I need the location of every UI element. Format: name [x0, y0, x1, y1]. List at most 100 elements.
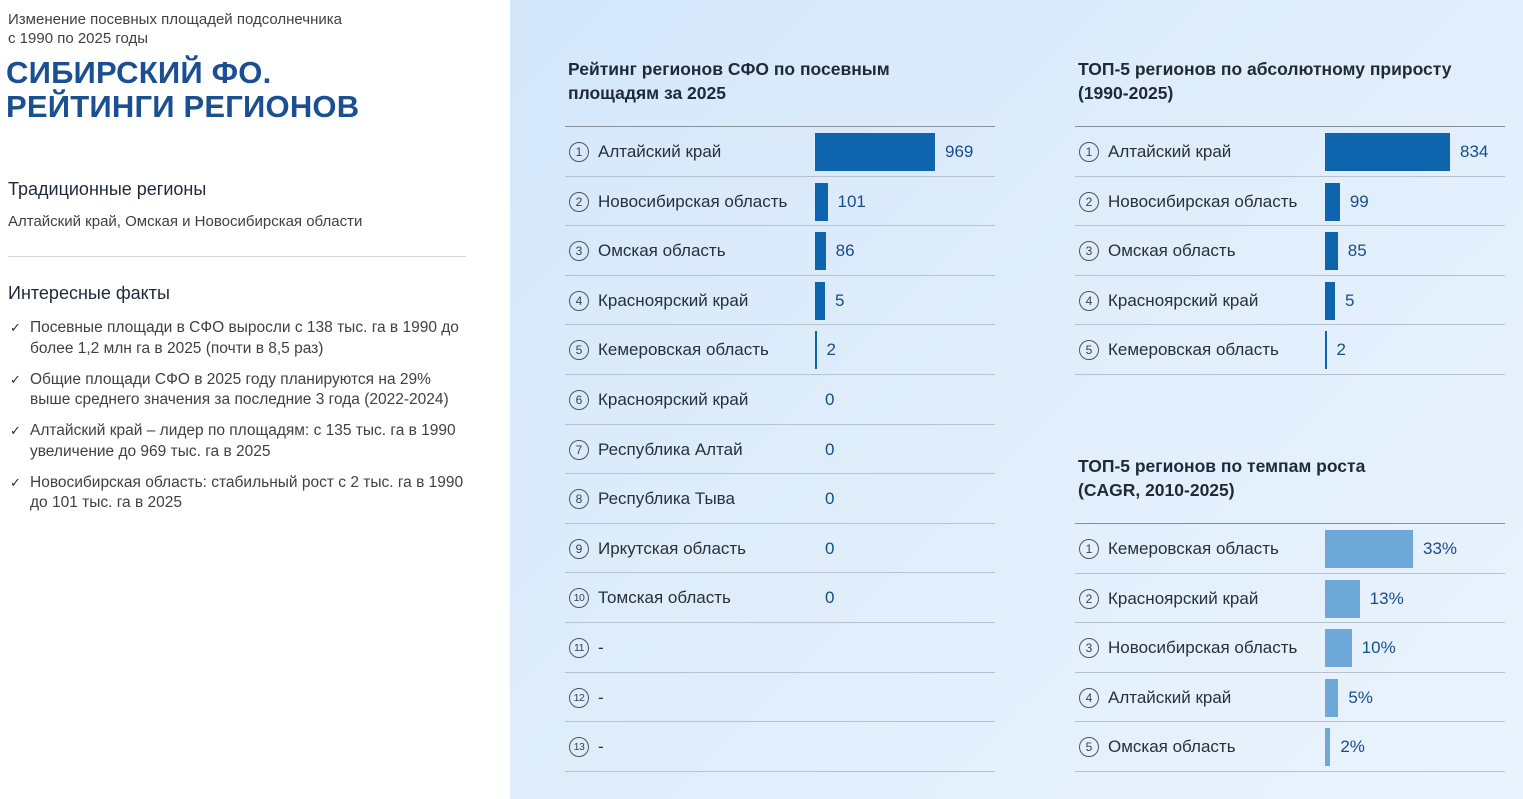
fact-text: Общие площади СФО в 2025 году планируютс… [30, 370, 449, 409]
chart-row: 7 Республика Алтай 0 [565, 425, 995, 475]
chart-title-line-1: Рейтинг регионов СФО по посевным [568, 59, 890, 79]
section-divider [8, 256, 466, 257]
fact-item: ✓ Общие площади СФО в 2025 году планируют… [8, 370, 464, 411]
left-panel: Изменение посевных площадей подсолнечник… [0, 0, 510, 799]
page-title: СИБИРСКИЙ ФО. РЕЙТИНГИ РЕГИОНОВ [6, 56, 486, 124]
rank-badge: 5 [1079, 340, 1099, 361]
category-label: Алтайский край [1108, 142, 1232, 161]
rank-badge: 10 [569, 588, 589, 609]
category-label: Новосибирская область [1108, 191, 1298, 211]
rank-badge: 1 [1079, 539, 1099, 559]
check-icon: ✓ [10, 423, 21, 438]
rank-badge: 5 [1079, 737, 1099, 758]
category-label: Красноярский край [598, 389, 749, 409]
check-icon: ✓ [10, 474, 21, 490]
bar [1325, 331, 1327, 370]
facts-list: ✓ Посевные площади в СФО выросли с 138 ты… [8, 318, 464, 524]
chart-row: 8 Республика Тыва 0 [565, 474, 995, 524]
chart-rows: 1 Алтайский край 834 2 Новосибирская область… [1075, 126, 1505, 375]
bar [815, 232, 826, 271]
chart-row: 5 Кемеровская область 2 [1075, 325, 1505, 375]
value-label: 2 [826, 340, 836, 360]
value-label: 86 [835, 241, 855, 261]
chart-row: 9 Иркутская область 0 [565, 524, 995, 574]
category-label: Кемеровская область [1108, 539, 1279, 558]
value-label: 13% [1369, 588, 1404, 608]
bar [815, 331, 817, 370]
rank-badge: 6 [569, 389, 589, 410]
bar [1325, 728, 1331, 767]
value-label: 2 [1336, 340, 1346, 360]
category-label: Алтайский край [1108, 687, 1232, 707]
category-label: Омская область [598, 241, 726, 261]
chart-title: ТОП-5 регионов по темпам роста (CAGR, 20… [1078, 454, 1365, 502]
title-line-2: РЕЙТИНГИ РЕГИОНОВ [6, 89, 360, 124]
chart-area-absolute-growth: ТОП-5 регионов по абсолютному приросту (… [1075, 57, 1505, 377]
chart-row: 4 Красноярский край 5 [1075, 276, 1505, 326]
chart-row: 2 Красноярский край 13% [1075, 574, 1505, 624]
rank-badge: 3 [1079, 638, 1099, 659]
chart-row: 1 Кемеровская область 33% [1075, 524, 1505, 574]
traditional-regions-heading: Традиционные регионы [8, 179, 207, 199]
rank-badge: 3 [569, 241, 589, 262]
chart-row: 5 Омская область 2% [1075, 722, 1505, 772]
rank-badge: 12 [569, 687, 589, 708]
page-subtitle: Изменение посевных площадей подсолнечник… [8, 10, 448, 48]
category-label: Омская область [1108, 737, 1236, 757]
fact-item: ✓ Посевные площади в СФО выросли с 138 ты… [8, 318, 464, 359]
fact-text: Новосибирская область: стабильный рост с… [30, 473, 464, 512]
check-icon: ✓ [10, 320, 21, 335]
chart-row: 13- [565, 722, 995, 772]
chart-title: ТОП-5 регионов по абсолютному приросту (… [1078, 57, 1452, 105]
category-label: Томская область [598, 588, 731, 608]
chart-row: 10 Томская область 0 [565, 573, 995, 623]
bar [1325, 579, 1360, 618]
fact-text: Посевные площади в СФО выросли с 138 тыс… [30, 319, 459, 357]
chart-row: 12- [565, 673, 995, 723]
bar [815, 182, 828, 221]
chart-row: 4 Алтайский край 5% [1075, 673, 1505, 723]
category-label: - [598, 737, 604, 757]
rank-badge: 1 [569, 142, 589, 162]
category-label: Красноярский край [1108, 588, 1259, 608]
bar [815, 133, 935, 171]
rank-badge: 3 [1079, 241, 1099, 262]
chart-title: Рейтинг регионов СФО по посевным площадя… [568, 57, 890, 105]
value-label: 5 [835, 290, 845, 310]
value-label: 0 [825, 489, 835, 509]
rank-badge: 9 [569, 538, 589, 559]
chart-rows: 1 Алтайский край 969 2 Новосибирская область… [565, 126, 995, 772]
category-label: Красноярский край [1108, 290, 1259, 310]
value-label: 33% [1423, 539, 1458, 558]
bar [1325, 629, 1352, 668]
bar [1325, 530, 1413, 568]
category-label: Новосибирская область [598, 191, 788, 211]
chart-row: 2 Новосибирская область 101 [565, 177, 995, 227]
rank-badge: 8 [569, 489, 589, 510]
bar [1325, 232, 1338, 271]
fact-item: ✓ Алтайский край – лидер по площадям: с 1… [8, 421, 464, 462]
bar [1325, 182, 1340, 221]
title-line-1: СИБИРСКИЙ ФО. [6, 55, 272, 90]
rank-badge: 2 [569, 191, 589, 212]
bar [1325, 133, 1450, 171]
chart-row: 11- [565, 623, 995, 673]
chart-row: 6 Красноярский край 0 [565, 375, 995, 425]
bar [1325, 678, 1339, 717]
bar [1325, 281, 1335, 320]
chart-title-line-2: (1990-2025) [1078, 83, 1174, 103]
chart-title-line-1: ТОП-5 регионов по абсолютному приросту [1078, 59, 1452, 79]
value-label: 0 [825, 439, 835, 459]
value-label: 0 [825, 389, 835, 409]
chart-area-cagr: ТОП-5 регионов по темпам роста (CAGR, 20… [1075, 454, 1505, 774]
value-label: 2% [1340, 737, 1365, 757]
value-label: 5 [1345, 290, 1355, 310]
facts-heading: Интересные факты [8, 283, 170, 303]
value-label: 834 [1460, 142, 1489, 161]
value-label: 5% [1348, 687, 1373, 707]
chart-row: 3 Омская область 86 [565, 226, 995, 276]
check-icon: ✓ [10, 371, 21, 387]
chart-rows: 1 Кемеровская область 33% 2 Красноярский кра… [1075, 523, 1505, 772]
chart-title-line-2: (CAGR, 2010-2025) [1078, 480, 1235, 500]
rank-badge: 13 [569, 737, 589, 758]
